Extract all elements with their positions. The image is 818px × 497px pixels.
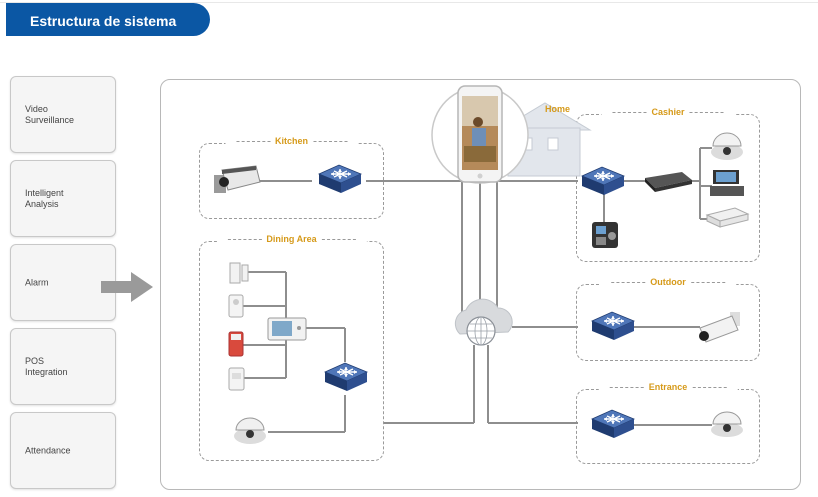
smoke-detector-icon xyxy=(228,367,245,391)
dome-camera-icon xyxy=(711,132,743,160)
sidebar-item-intelligent-analysis[interactable]: Intelligent Analysis xyxy=(10,160,116,237)
zone-title-kitchen: Kitchen xyxy=(224,136,359,146)
bullet-camera-icon xyxy=(214,165,261,193)
switch-icon xyxy=(591,409,635,439)
switch-icon xyxy=(324,362,368,392)
home-label: Home xyxy=(545,104,571,114)
sidebar-item-label: Attendance xyxy=(25,445,71,455)
nvr-icon xyxy=(645,172,692,192)
switch-icon xyxy=(581,166,625,196)
indoor-monitor-icon xyxy=(267,317,307,341)
sidebar-item-alarm[interactable]: Alarm xyxy=(10,244,116,321)
sidebar-item-label: Intelligent Analysis xyxy=(25,187,64,209)
pir-sensor-icon xyxy=(228,294,244,318)
fingerprint-terminal-icon xyxy=(592,222,618,248)
zone-title-outdoor: Outdoor xyxy=(600,277,736,287)
door-sensor-icon xyxy=(229,262,249,284)
arrow-right-icon xyxy=(101,272,153,302)
nvr-icon xyxy=(705,207,750,228)
sidebar-item-video-surveillance[interactable]: Video Surveillance xyxy=(10,76,116,153)
top-divider xyxy=(0,2,818,3)
dome-camera-icon xyxy=(711,411,743,437)
smartphone-icon xyxy=(457,85,503,183)
zone-title-cashier: Cashier xyxy=(601,107,735,117)
zone-cashier: Cashier xyxy=(576,107,760,262)
zone-entrance: Entrance xyxy=(576,382,760,464)
siren-icon xyxy=(228,331,244,357)
sidebar-item-attendance[interactable]: Attendance xyxy=(10,412,116,489)
section-title: Estructura de sistema xyxy=(30,13,177,29)
zone-title-entrance: Entrance xyxy=(598,382,738,392)
sidebar-item-label: Alarm xyxy=(25,277,49,287)
ptz-camera-icon xyxy=(699,312,740,343)
zone-title-dining: Dining Area xyxy=(216,234,367,244)
sidebar-item-label: POS Integration xyxy=(25,355,68,377)
sidebar-item-pos-integration[interactable]: POS Integration xyxy=(10,328,116,405)
pos-terminal-icon xyxy=(710,170,744,196)
switch-icon xyxy=(318,164,362,194)
zone-outdoor: Outdoor xyxy=(576,277,760,361)
network-links xyxy=(242,147,712,433)
dome-camera-icon xyxy=(234,417,266,444)
section-header: Estructura de sistema xyxy=(6,3,210,36)
cloud-network-icon xyxy=(454,298,513,346)
switch-icon xyxy=(591,311,635,341)
zone-dining-area: Dining Area xyxy=(199,234,384,461)
sidebar-item-label: Video Surveillance xyxy=(25,103,75,125)
